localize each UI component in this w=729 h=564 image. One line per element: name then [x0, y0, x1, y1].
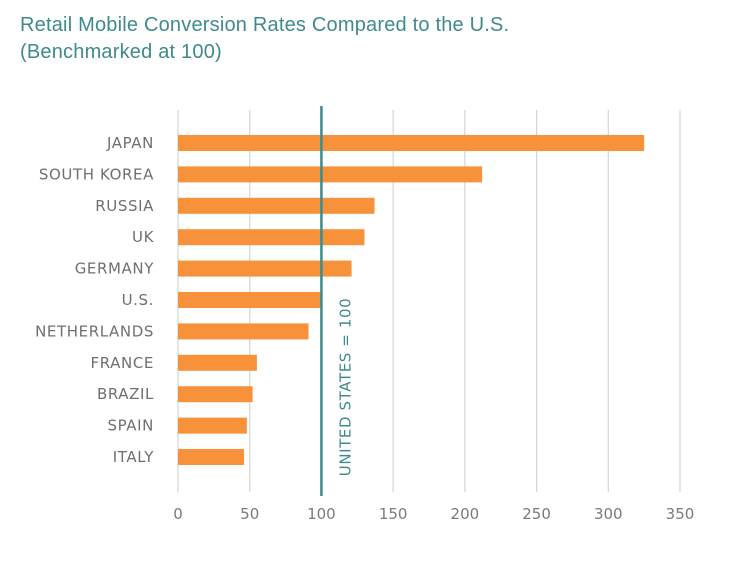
reference-line-label: UNITED STATES = 100 [336, 298, 354, 477]
category-label: SPAIN [107, 417, 154, 435]
x-tick-label: 100 [307, 505, 336, 523]
category-label: NETHERLANDS [35, 322, 154, 340]
category-label: FRANCE [91, 354, 154, 372]
bar [178, 197, 375, 214]
bar [178, 135, 645, 151]
category-label: JAPAN [106, 134, 154, 152]
x-tick-label: 150 [379, 505, 408, 523]
chart-subtitle: (Benchmarked at 100) [20, 41, 222, 63]
category-label: ITALY [113, 448, 154, 466]
category-label: GERMANY [75, 260, 155, 278]
x-tick-label: 350 [666, 505, 695, 523]
category-label: RUSSIA [95, 197, 154, 215]
bars [178, 135, 645, 465]
bar [178, 166, 483, 183]
x-tick-label: 300 [594, 505, 623, 523]
category-labels: JAPAN SOUTH KOREA RUSSIA UK GERMANY U.S. NETHE… [35, 134, 154, 466]
x-tick-labels: 0 50 100 150 200 250 300 350 [173, 505, 694, 523]
bar [178, 260, 352, 277]
reference-line-group: UNITED STATES = 100 [320, 106, 354, 496]
bar [178, 292, 322, 308]
x-tick-label: 50 [240, 505, 259, 523]
chart-title: Retail Mobile Conversion Rates Compared … [20, 14, 510, 36]
category-label: U.S. [122, 291, 154, 309]
x-tick-label: 0 [173, 505, 183, 523]
bar [178, 449, 244, 465]
bar [178, 229, 365, 246]
category-label: UK [132, 228, 155, 246]
bar [178, 417, 247, 434]
x-tick-label: 250 [522, 505, 551, 523]
x-tick-label: 200 [451, 505, 480, 523]
bar [178, 323, 309, 340]
category-label: BRAZIL [97, 385, 154, 403]
bar [178, 386, 253, 403]
category-label: SOUTH KOREA [39, 165, 154, 183]
chart-title-block: Retail Mobile Conversion Rates Compared … [20, 12, 680, 66]
bar [178, 354, 257, 371]
